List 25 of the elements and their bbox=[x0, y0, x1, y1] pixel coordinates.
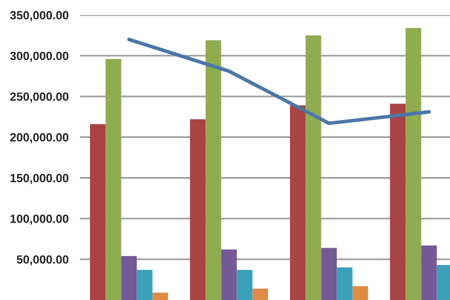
bar bbox=[321, 248, 337, 300]
bar bbox=[352, 286, 368, 300]
bar bbox=[406, 28, 422, 300]
line-series bbox=[127, 38, 431, 126]
y-tick-label: 200,000.00 bbox=[10, 133, 68, 144]
bar bbox=[336, 267, 352, 300]
bar bbox=[152, 292, 168, 300]
bar bbox=[290, 105, 306, 300]
bar bbox=[206, 40, 222, 300]
bar bbox=[90, 124, 106, 300]
bar bbox=[221, 250, 237, 300]
bar bbox=[390, 104, 406, 300]
y-tick-label: 50,000.00 bbox=[16, 255, 68, 266]
bar bbox=[136, 270, 152, 300]
y-tick-label: 300,000.00 bbox=[10, 52, 68, 62]
y-tick-label: 250,000.00 bbox=[10, 92, 68, 103]
bar bbox=[306, 35, 322, 300]
y-tick-label: 100,000.00 bbox=[10, 214, 68, 225]
y-tick-label: 350,000.00 bbox=[10, 11, 68, 22]
bar bbox=[236, 270, 252, 300]
bar bbox=[190, 119, 206, 300]
y-tick-label: 150,000.00 bbox=[10, 174, 68, 184]
bar bbox=[106, 58, 122, 300]
bar bbox=[252, 288, 268, 300]
bar bbox=[121, 256, 137, 300]
